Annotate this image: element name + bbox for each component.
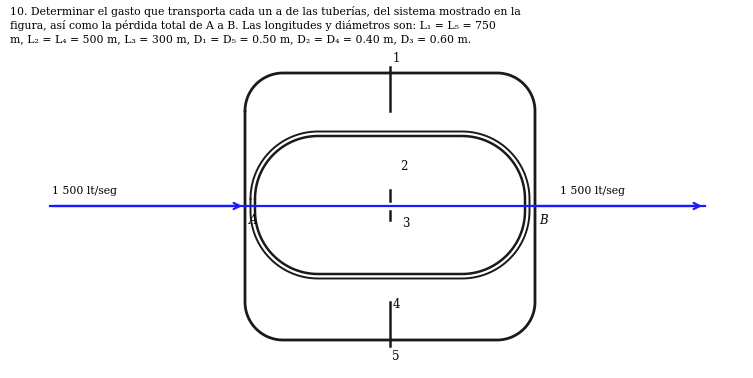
Text: 4: 4: [392, 297, 400, 310]
Text: figura, así como la pérdida total de A a B. Las longitudes y diámetros son: L₁ =: figura, así como la pérdida total de A a…: [10, 20, 496, 31]
Text: 1 500 lt/seg: 1 500 lt/seg: [52, 186, 117, 196]
Text: 1 500 lt/seg: 1 500 lt/seg: [560, 186, 625, 196]
Text: 5: 5: [392, 350, 400, 363]
Text: m, L₂ = L₄ = 500 m, L₃ = 300 m, D₁ = D₅ = 0.50 m, D₂ = D₄ = 0.40 m, D₃ = 0.60 m.: m, L₂ = L₄ = 500 m, L₃ = 300 m, D₁ = D₅ …: [10, 34, 471, 44]
Text: B: B: [539, 214, 547, 227]
Text: 1: 1: [392, 52, 400, 65]
Text: A: A: [249, 214, 258, 227]
Text: 3: 3: [402, 217, 410, 231]
Text: 10. Determinar el gasto que transporta cada un a de las tuberías, del sistema mo: 10. Determinar el gasto que transporta c…: [10, 6, 521, 17]
Text: 2: 2: [400, 160, 407, 172]
